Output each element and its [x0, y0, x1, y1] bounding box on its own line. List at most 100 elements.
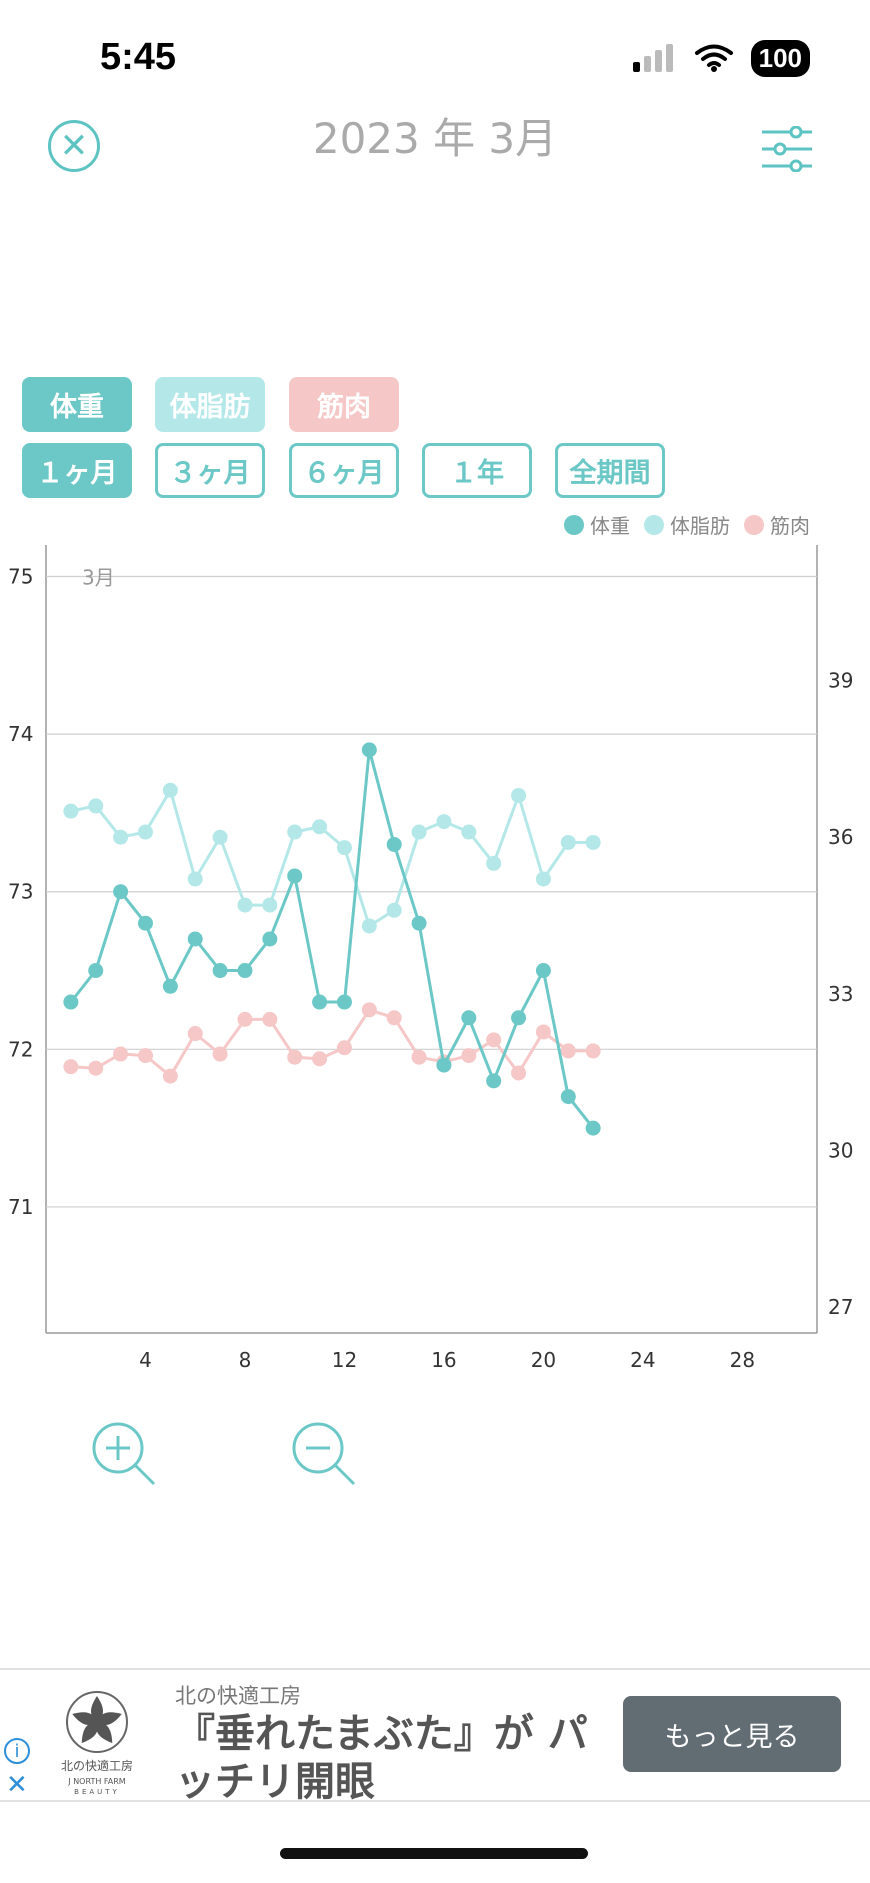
zoom-in-icon[interactable] [90, 1420, 166, 1496]
period-all[interactable]: 全期間 [555, 443, 665, 498]
x-tick-label: 20 [531, 1348, 556, 1372]
data-point-1[interactable] [237, 897, 253, 913]
data-point-1[interactable] [535, 871, 551, 887]
data-point-1[interactable] [436, 814, 452, 830]
month-label: 3月 [82, 566, 115, 590]
data-point-1[interactable] [411, 824, 427, 840]
data-point-1[interactable] [336, 840, 352, 856]
data-point-2[interactable] [162, 1068, 178, 1084]
data-point-2[interactable] [287, 1049, 303, 1065]
close-icon[interactable]: ✕ [48, 120, 100, 172]
data-point-0[interactable] [137, 915, 153, 931]
period-1-year[interactable]: １年 [422, 443, 532, 498]
data-point-0[interactable] [237, 963, 253, 979]
data-point-0[interactable] [287, 868, 303, 884]
data-point-1[interactable] [486, 855, 502, 871]
data-point-2[interactable] [187, 1026, 203, 1042]
data-point-0[interactable] [436, 1057, 452, 1073]
legend-item-body-fat: 体脂肪 [644, 510, 730, 539]
data-point-2[interactable] [336, 1040, 352, 1056]
data-point-1[interactable] [63, 803, 79, 819]
data-point-0[interactable] [262, 931, 278, 947]
data-point-2[interactable] [560, 1043, 576, 1059]
data-point-1[interactable] [461, 824, 477, 840]
data-point-0[interactable] [63, 994, 79, 1010]
chip-body-fat[interactable]: 体脂肪 [155, 377, 265, 432]
data-point-0[interactable] [162, 978, 178, 994]
data-point-0[interactable] [187, 931, 203, 947]
legend-dot-weight [564, 514, 584, 535]
data-point-2[interactable] [361, 1002, 377, 1018]
data-point-2[interactable] [137, 1048, 153, 1064]
y-left-tick-label: 75 [8, 565, 33, 589]
ad-headline[interactable]: 『垂れたまぶた』が パッチリ開眼 [175, 1711, 588, 1805]
legend-label-weight: 体重 [590, 514, 630, 538]
status-icons: 100 [632, 38, 810, 78]
data-point-2[interactable] [312, 1051, 328, 1067]
data-point-1[interactable] [113, 829, 129, 845]
data-point-1[interactable] [511, 787, 527, 803]
period-6-months[interactable]: ６ヶ月 [289, 443, 399, 498]
data-point-1[interactable] [287, 824, 303, 840]
data-point-1[interactable] [262, 897, 278, 913]
ad-banner[interactable]: 北の快適工房 J NORTH FARM BEAUTY 北の快適工房 『垂れたまぶ… [0, 1668, 870, 1805]
data-point-1[interactable] [312, 819, 328, 835]
data-point-0[interactable] [461, 1010, 477, 1026]
chart-legend: 体重 体脂肪 筋肉 [564, 510, 810, 539]
data-point-0[interactable] [312, 994, 328, 1010]
chip-weight[interactable]: 体重 [22, 377, 132, 432]
chip-muscle[interactable]: 筋肉 [289, 377, 399, 432]
data-point-2[interactable] [386, 1010, 402, 1026]
x-tick-label: 12 [332, 1348, 357, 1372]
line-chart[interactable]: 71 72 73 74 75 27 30 33 36 39 4 8 12 16 20 24 28 3月 [0, 535, 870, 1380]
data-point-2[interactable] [113, 1046, 129, 1062]
settings-sliders-icon[interactable] [760, 126, 814, 172]
data-point-1[interactable] [162, 782, 178, 798]
ad-info-icon[interactable]: i [4, 1738, 30, 1764]
data-point-1[interactable] [88, 798, 104, 814]
x-tick-label: 24 [630, 1348, 655, 1372]
ad-cta-button[interactable]: もっと見る [623, 1696, 841, 1772]
data-point-2[interactable] [212, 1046, 228, 1062]
data-point-0[interactable] [411, 915, 427, 931]
y-left-tick-label: 74 [8, 722, 33, 746]
data-point-0[interactable] [585, 1120, 601, 1136]
wifi-icon [694, 44, 733, 72]
data-point-2[interactable] [262, 1011, 278, 1027]
data-point-1[interactable] [137, 824, 153, 840]
data-point-0[interactable] [336, 994, 352, 1010]
data-point-2[interactable] [535, 1024, 551, 1040]
data-point-0[interactable] [560, 1089, 576, 1105]
zoom-out-icon[interactable] [290, 1420, 366, 1496]
data-point-1[interactable] [187, 871, 203, 887]
data-point-2[interactable] [88, 1060, 104, 1076]
period-3-months[interactable]: ３ヶ月 [155, 443, 265, 498]
data-point-0[interactable] [511, 1010, 527, 1026]
data-point-1[interactable] [560, 834, 576, 850]
y-left-tick-label: 71 [8, 1195, 33, 1219]
data-point-0[interactable] [486, 1073, 502, 1089]
data-point-0[interactable] [386, 836, 402, 852]
data-point-1[interactable] [585, 834, 601, 850]
data-point-2[interactable] [585, 1043, 601, 1059]
data-point-2[interactable] [486, 1032, 502, 1048]
x-tick-label: 4 [139, 1348, 152, 1372]
x-tick-label: 8 [239, 1348, 252, 1372]
data-point-0[interactable] [212, 963, 228, 979]
data-point-0[interactable] [535, 963, 551, 979]
data-point-2[interactable] [63, 1059, 79, 1075]
data-point-0[interactable] [113, 884, 129, 900]
y-left-tick-label: 72 [8, 1037, 33, 1061]
y-right-tick-label: 27 [828, 1295, 853, 1319]
data-point-1[interactable] [361, 918, 377, 934]
period-1-month[interactable]: １ヶ月 [22, 443, 132, 498]
data-point-2[interactable] [411, 1049, 427, 1065]
data-point-2[interactable] [237, 1011, 253, 1027]
data-point-2[interactable] [461, 1048, 477, 1064]
data-point-0[interactable] [361, 742, 377, 758]
data-point-1[interactable] [386, 902, 402, 918]
data-point-1[interactable] [212, 829, 228, 845]
data-point-0[interactable] [88, 963, 104, 979]
data-point-2[interactable] [511, 1065, 527, 1081]
ad-close-icon[interactable]: ✕ [6, 1770, 28, 1800]
